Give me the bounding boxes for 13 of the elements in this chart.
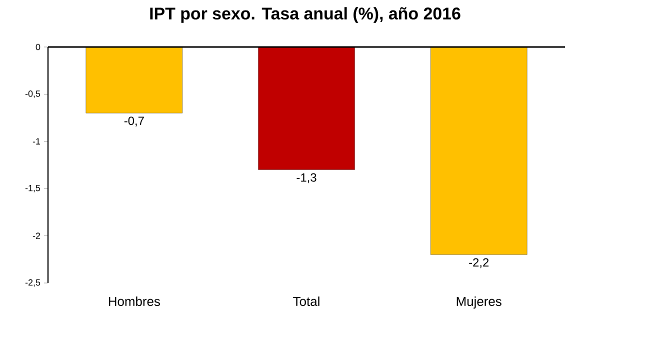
data-label: -0,7 [124,116,144,126]
data-label: -1,3 [296,173,316,184]
y-tick-label: -2,5 [25,279,40,287]
y-tick-label: 0 [36,44,40,50]
data-label: -2,2 [469,258,489,268]
chart-title: IPT por sexo. Tasa anual (%), año 2016 [150,7,460,23]
x-tick-label: Mujeres [456,296,502,309]
y-tick-label: -0,5 [25,90,40,98]
x-tick-label: Hombres [108,296,160,306]
y-tick-label: -1,5 [25,184,40,192]
x-tick-label: Total [293,296,320,306]
y-tick-label: -2 [32,232,40,239]
y-tick-label: -1 [32,138,40,144]
